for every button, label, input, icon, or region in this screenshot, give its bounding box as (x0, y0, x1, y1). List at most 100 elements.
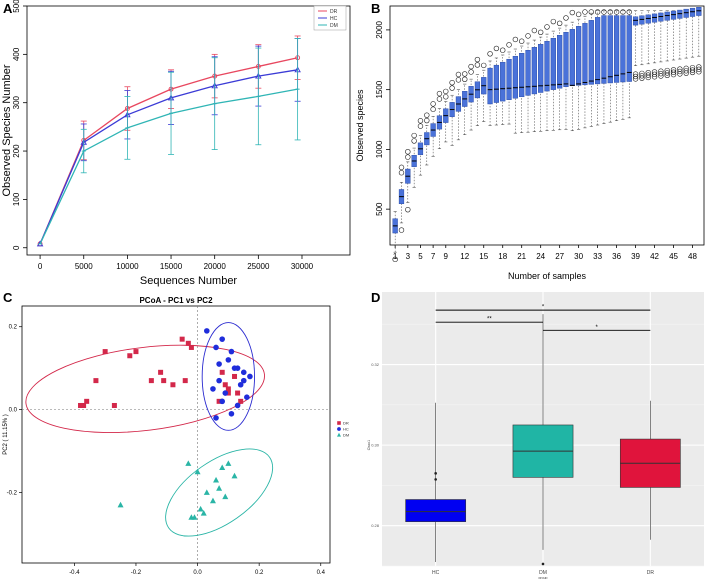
x-axis-label: group (539, 576, 548, 579)
point-DM (216, 485, 223, 491)
point-DR (179, 336, 185, 342)
significance-label-HC-DM: ** (487, 317, 492, 323)
y-tick-label: 1000 (375, 140, 384, 158)
box-outlier (544, 24, 550, 30)
x-tick-label: 25000 (247, 262, 270, 271)
box-outlier (556, 20, 563, 27)
point-DR (93, 378, 99, 384)
box-outlier (639, 73, 645, 79)
point-DR (111, 402, 117, 408)
box-outlier (430, 106, 436, 112)
x-tick-label: 0.2 (255, 570, 264, 576)
box-outlier (449, 85, 455, 91)
y-tick-label: 1500 (375, 80, 384, 98)
point-DM (200, 510, 207, 516)
panel-label-c: C (3, 290, 13, 305)
box-outlier (405, 149, 411, 155)
box-38 (626, 15, 632, 82)
box-outlier (474, 62, 481, 68)
box-outlier (398, 227, 405, 233)
chart-c-pcoa-scatter: PCoA - PC1 vs PC2 -0.4 -0.2 0.0 0.2 0.4 -0.2 0.… (3, 296, 349, 576)
box-43 (658, 12, 664, 22)
box-19 (506, 58, 512, 100)
chart-b-rarefaction-boxplot: 500 1000 1500 2000 1 3 5 7 9 12 15 18 21 24 27 30 33 36 39… (355, 5, 705, 281)
plot-frame (21, 305, 331, 564)
box-outlier (689, 67, 696, 73)
y-tick-label: 500 (375, 202, 384, 216)
box-26 (550, 38, 556, 90)
box-29 (569, 29, 575, 87)
x-tick-label: -0.4 (69, 570, 80, 576)
point-HC (219, 398, 225, 405)
point-DR (188, 344, 194, 350)
point-DM (225, 460, 232, 466)
point-HC (213, 344, 219, 351)
box-outlier (417, 123, 424, 129)
box-outlier (626, 9, 632, 15)
box-outlier (398, 170, 405, 176)
box-outlier-HC (434, 472, 437, 475)
box-outlier (462, 71, 468, 77)
y-tick-label: 300 (12, 95, 21, 109)
y-tick-label: 0 (12, 245, 21, 250)
x-tick-label-HC: HC (432, 570, 440, 576)
legend-marker-DR (337, 421, 341, 425)
point-HC (231, 365, 238, 371)
point-DM (231, 472, 238, 479)
plot-frame (26, 5, 351, 256)
point-DR (216, 398, 222, 404)
box-outlier (398, 164, 405, 171)
x-tick-label: 24 (536, 252, 545, 261)
box-outlier (424, 117, 430, 124)
box-outlier (506, 42, 512, 48)
y-tick-label: 0.30 (371, 443, 380, 448)
box-outlier (601, 9, 607, 15)
point-HC (244, 394, 250, 400)
y-tick-label: 400 (12, 47, 21, 61)
point-DR (133, 349, 139, 355)
box-outlier (696, 64, 702, 70)
box-outlier (481, 62, 487, 69)
point-HC (240, 377, 247, 384)
box-27 (557, 35, 563, 89)
box-outlier (424, 112, 430, 118)
box-outlier (677, 68, 683, 75)
box-outlier (468, 69, 474, 75)
legend-label-HC: HC (330, 16, 338, 22)
box-41 (645, 14, 651, 24)
x-axis-label: Number of samples (508, 271, 587, 281)
box-44 (664, 11, 670, 21)
x-tick-label: 10000 (116, 262, 139, 271)
box-outlier (493, 45, 500, 52)
y-axis-label: Chao1 (367, 440, 371, 450)
legend-label-DM: DM (343, 433, 349, 438)
box-outlier (645, 69, 651, 76)
box-31 (582, 23, 588, 86)
y-tick-label: 0.0 (9, 408, 18, 414)
box-outlier (411, 132, 417, 139)
box-outlier (632, 73, 639, 80)
box-outlier (392, 256, 398, 263)
point-DM (222, 493, 229, 500)
box-outlier (689, 64, 696, 71)
box-outlier (443, 94, 449, 100)
point-HC (240, 369, 247, 376)
point-DM (191, 514, 198, 520)
point-DM (209, 497, 216, 504)
box-25 (544, 41, 550, 92)
x-tick-label: 36 (612, 252, 621, 261)
x-tick-label: 0.0 (193, 570, 202, 576)
point-HC (234, 402, 241, 409)
point-HC (237, 381, 244, 388)
box-outlier (575, 11, 582, 18)
series-line-DR (39, 57, 298, 245)
box-outlier-HC (434, 478, 437, 481)
box-17 (493, 64, 499, 103)
point-DR (78, 402, 84, 408)
box-outlier (550, 18, 557, 25)
x-tick-label: 18 (498, 252, 507, 261)
x-tick-label-DM: DM (539, 570, 547, 576)
series-line-DM (39, 88, 298, 245)
x-tick-label: 3 (406, 252, 411, 261)
